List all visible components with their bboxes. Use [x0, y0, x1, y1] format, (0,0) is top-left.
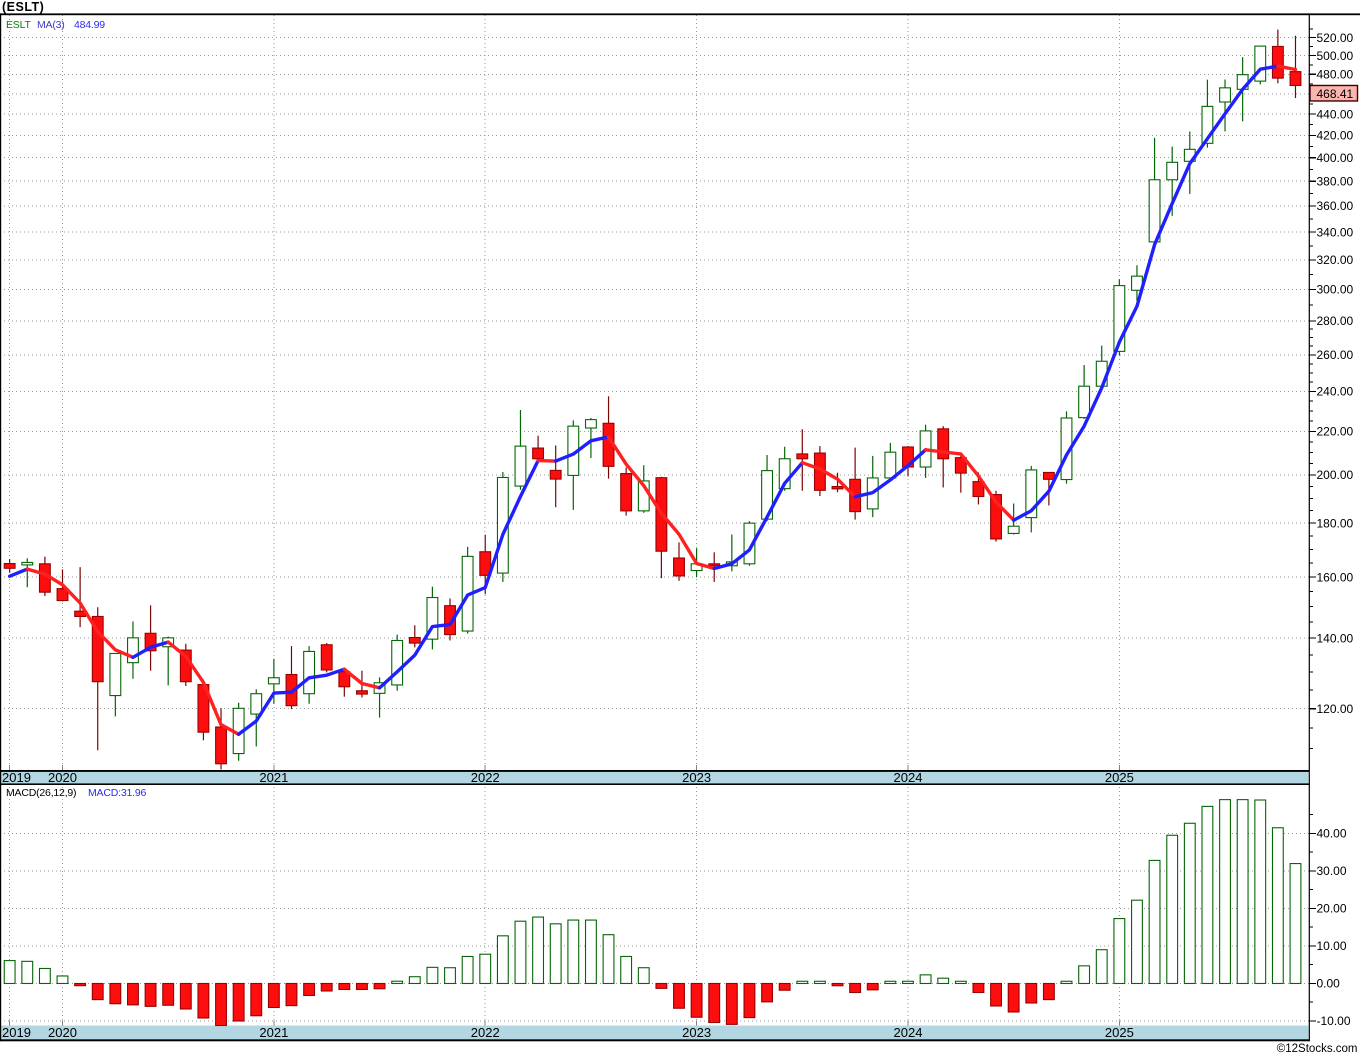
svg-text:220.00: 220.00 — [1317, 425, 1354, 439]
panel-borders — [0, 13, 1360, 1042]
legend-ma-value: 484.99 — [74, 18, 105, 31]
svg-text:240.00: 240.00 — [1317, 385, 1354, 399]
svg-text:30.00: 30.00 — [1317, 864, 1347, 878]
svg-text:2022: 2022 — [471, 1025, 500, 1040]
svg-text:2021: 2021 — [259, 770, 288, 785]
svg-text:440.00: 440.00 — [1317, 107, 1354, 121]
svg-text:200.00: 200.00 — [1317, 468, 1354, 482]
svg-text:-10.00: -10.00 — [1317, 1014, 1351, 1028]
svg-text:0.00: 0.00 — [1317, 977, 1341, 991]
copyright-watermark: ©12Stocks.com — [1276, 1042, 1358, 1055]
svg-text:2023: 2023 — [682, 1025, 711, 1040]
svg-text:500.00: 500.00 — [1317, 49, 1354, 63]
svg-text:2019: 2019 — [2, 770, 31, 785]
svg-text:2019: 2019 — [2, 1025, 31, 1040]
legend-symbol: ESLT — [6, 18, 31, 31]
svg-text:2025: 2025 — [1105, 770, 1134, 785]
price-axis: 120.00 140.00 160.00 180.00 200.00 220.00 240.… — [1309, 28, 1354, 750]
svg-text:120.00: 120.00 — [1317, 702, 1354, 716]
macd-panel-label: MACD(26,12,9) — [6, 786, 77, 799]
ma3-line — [7, 64, 1298, 736]
svg-text:380.00: 380.00 — [1317, 174, 1354, 188]
svg-text:2024: 2024 — [894, 1025, 923, 1040]
svg-text:2020: 2020 — [48, 770, 77, 785]
svg-text:20.00: 20.00 — [1317, 902, 1347, 916]
svg-text:180.00: 180.00 — [1317, 516, 1354, 530]
last-price-tag: 468.41 — [1309, 84, 1359, 102]
macd-axis: -10.00 0.00 10.00 20.00 30.00 40.00 — [1309, 814, 1351, 1028]
svg-text:280.00: 280.00 — [1317, 314, 1354, 328]
candlestick-series — [3, 29, 1302, 770]
svg-text:260.00: 260.00 — [1317, 348, 1354, 362]
svg-text:520.00: 520.00 — [1317, 31, 1354, 45]
svg-text:10.00: 10.00 — [1317, 939, 1347, 953]
svg-text:300.00: 300.00 — [1317, 283, 1354, 297]
svg-text:480.00: 480.00 — [1317, 67, 1354, 81]
svg-text:400.00: 400.00 — [1317, 151, 1354, 165]
svg-text:40.00: 40.00 — [1317, 827, 1347, 841]
svg-text:2020: 2020 — [48, 1025, 77, 1040]
svg-text:2022: 2022 — [471, 770, 500, 785]
svg-text:2024: 2024 — [894, 770, 923, 785]
year-labels: 2019 2019 2020 2020 2021 2021 2022 2022 2023 2023… — [2, 770, 1134, 1040]
page-title: (ESLT) — [2, 0, 45, 14]
svg-text:2023: 2023 — [682, 770, 711, 785]
svg-text:420.00: 420.00 — [1317, 129, 1354, 143]
date-axis-bands — [0, 771, 1309, 1040]
macd-panel-value: MACD:31.96 — [88, 786, 147, 799]
svg-text:360.00: 360.00 — [1317, 199, 1354, 213]
svg-text:468.41: 468.41 — [1317, 87, 1354, 101]
svg-text:2021: 2021 — [259, 1025, 288, 1040]
legend-ma-label: MA(3) — [37, 18, 65, 31]
macd-histogram — [3, 799, 1302, 1027]
gridlines — [0, 15, 1310, 1026]
svg-text:2025: 2025 — [1105, 1025, 1134, 1040]
svg-text:320.00: 320.00 — [1317, 253, 1354, 267]
svg-text:160.00: 160.00 — [1317, 570, 1354, 584]
svg-text:140.00: 140.00 — [1317, 631, 1354, 645]
svg-text:340.00: 340.00 — [1317, 225, 1354, 239]
